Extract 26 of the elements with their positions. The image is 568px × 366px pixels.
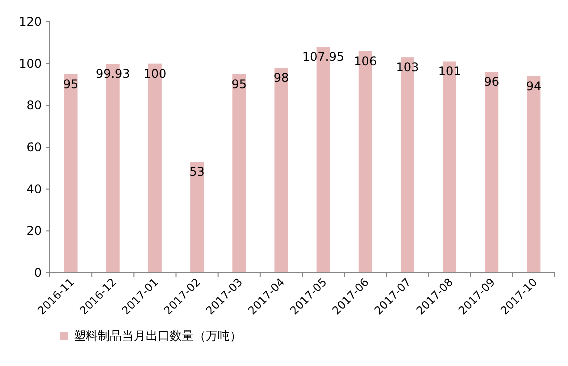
y-tick-label: 0: [34, 266, 42, 280]
y-tick-label: 100: [19, 56, 42, 71]
data-label: 94: [526, 79, 542, 94]
data-label: 99.93: [96, 66, 130, 81]
data-label: 98: [274, 71, 290, 86]
y-tick-label: 40: [26, 182, 42, 196]
data-label: 103: [396, 60, 420, 75]
y-tick-label: 60: [26, 140, 42, 154]
y-tick-label: 80: [26, 98, 42, 113]
legend-label: 塑料制品当月出口数量（万吨）: [74, 329, 242, 343]
y-tick-label: 20: [26, 224, 42, 238]
data-label: 53: [190, 165, 205, 180]
data-label: 100: [144, 66, 167, 81]
data-label: 96: [484, 75, 500, 90]
y-tick-label: 120: [19, 15, 42, 29]
bar: [64, 74, 78, 273]
bar: [190, 162, 204, 273]
data-label: 107.95: [302, 50, 345, 64]
data-label: 101: [438, 64, 462, 79]
bar: [527, 76, 541, 273]
data-label: 106: [354, 54, 378, 68]
data-label: 95: [232, 77, 248, 92]
bar: [274, 68, 288, 273]
data-label: 95: [63, 77, 79, 92]
bar: [485, 72, 499, 273]
bar: [232, 74, 246, 273]
